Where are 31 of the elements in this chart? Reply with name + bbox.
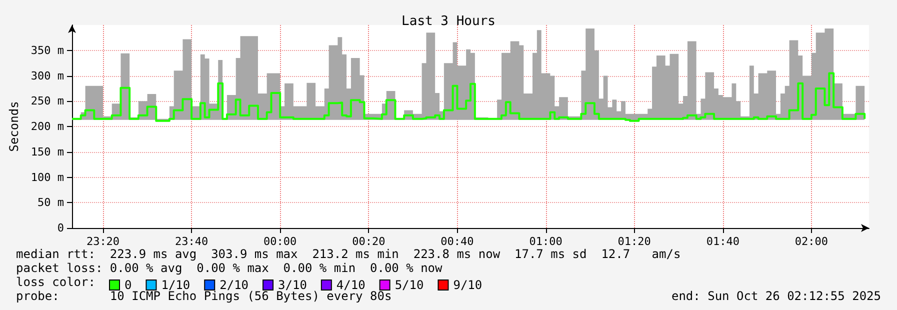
- legend-label: 2/10: [220, 278, 249, 292]
- y-tick-label: 350 m: [30, 44, 64, 57]
- text: loss color:: [16, 275, 96, 289]
- x-tick-label: 01:20: [618, 235, 651, 248]
- text: probe: 10 ICMP Echo Pings (56 Bytes) every 80s: [16, 289, 392, 303]
- x-tick-label: 23:20: [86, 235, 120, 248]
- x-tick-label: 23:40: [175, 235, 208, 248]
- legend-label: 3/10: [278, 278, 307, 292]
- y-tick-label: 100 m: [30, 170, 64, 184]
- x-tick-label: 00:40: [440, 235, 474, 248]
- x-tick-label: 01:40: [706, 235, 740, 248]
- text: median rtt: 223.9 ms avg 303.9 ms max 213.2 ms min 223.8 ms now 17.7 ms sd 12.7 am/s: [16, 247, 681, 261]
- y-tick-label: 50 m: [38, 196, 64, 210]
- text: end: Sun Oct 26 02:12:55 2025: [671, 289, 881, 303]
- legend-label: 5/10: [394, 278, 424, 292]
- y-tick-label: 250 m: [30, 94, 64, 108]
- x-tick-label: 00:20: [352, 235, 386, 248]
- legend-label: 4/10: [336, 278, 366, 292]
- y-tick-label: 200 m: [30, 120, 64, 133]
- x-tick-label: 01:00: [529, 235, 562, 248]
- y-tick-label: 150 m: [30, 145, 64, 158]
- legend-label: 1/10: [161, 278, 190, 292]
- y-tick-label: 300 m: [30, 69, 64, 82]
- x-tick-label: 02:00: [794, 235, 828, 248]
- text: packet loss: 0.00 % avg 0.00 % max 0.00 % min 0.00 % now: [16, 261, 444, 275]
- y-axis-title: Seconds: [7, 101, 21, 152]
- legend-label: 0: [124, 278, 132, 292]
- chart-title: Last 3 Hours: [402, 14, 496, 29]
- x-tick-label: 00:00: [264, 235, 297, 248]
- legend-label: 9/10: [453, 278, 482, 292]
- y-tick-label: 0: [57, 222, 64, 234]
